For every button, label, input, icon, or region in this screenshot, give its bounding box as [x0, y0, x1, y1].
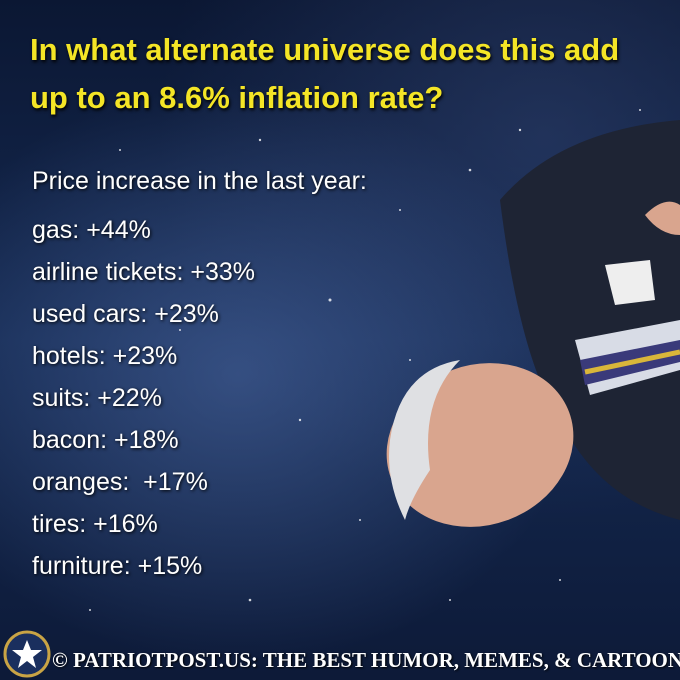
price-item: suits: +22%: [32, 384, 162, 412]
price-item: hotels: +23%: [32, 342, 178, 370]
price-item: tires: +16%: [32, 510, 158, 538]
price-item: furniture: +15%: [32, 552, 203, 580]
stars: [89, 109, 641, 611]
price-item: oranges: +17%: [32, 468, 208, 496]
price-item: used cars: +23%: [32, 300, 219, 328]
headline: In what alternate universe does this add…: [30, 32, 620, 115]
person-figure: [386, 120, 680, 527]
price-item: bacon: +18%: [32, 426, 179, 454]
list-heading: Price increase in the last year:: [32, 167, 367, 195]
footer-badge: [3, 630, 51, 678]
footer-credit: © PATRIOTPOST.US: THE BEST HUMOR, MEMES,…: [52, 648, 680, 672]
price-item: airline tickets: +33%: [32, 258, 256, 286]
price-item: gas: +44%: [32, 216, 151, 244]
price-list: gas: +44% airline tickets: +33% used cars:…: [32, 209, 255, 587]
